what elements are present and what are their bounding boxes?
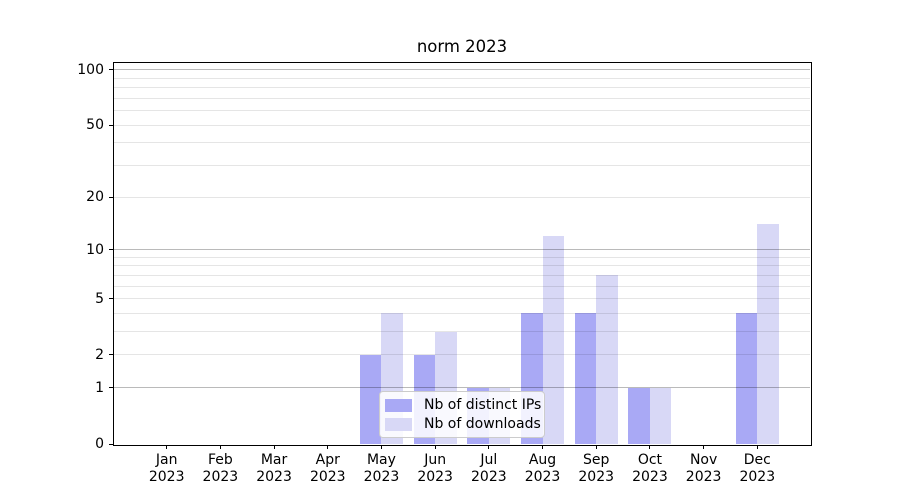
y-grid-minor — [114, 256, 810, 258]
bar-distinct-ips — [359, 354, 382, 444]
x-tick-label: Mar 2023 — [256, 452, 292, 485]
y-tick-label: 5 — [95, 290, 104, 307]
x-tick-label: Jul 2023 — [471, 452, 507, 485]
x-tick-label: Dec 2023 — [739, 452, 776, 485]
x-tick-mark — [273, 445, 275, 449]
x-tick-mark — [488, 445, 490, 449]
y-tick-mark — [109, 354, 113, 356]
x-tick-mark — [756, 445, 758, 449]
y-tick-label: 100 — [77, 61, 104, 78]
bar-distinct-ips — [574, 313, 597, 444]
plot-area — [113, 62, 812, 446]
x-tick-label: Aug 2023 — [524, 452, 561, 485]
y-grid-minor — [114, 110, 810, 112]
bar-downloads — [542, 235, 564, 444]
y-grid-minor — [114, 97, 810, 99]
x-tick-mark — [434, 445, 436, 449]
legend-swatch-downloads — [385, 417, 412, 431]
y-grid-minor — [114, 124, 810, 126]
y-grid-minor — [114, 354, 810, 356]
legend-item: Nb of downloads — [385, 417, 544, 431]
x-tick-label: Feb 2023 — [202, 452, 239, 485]
x-tick-label: Apr 2023 — [309, 452, 346, 485]
bar-distinct-ips — [628, 387, 650, 444]
y-grid-minor — [114, 265, 810, 267]
bar-distinct-ips — [735, 313, 758, 444]
x-tick-label: Sep 2023 — [578, 452, 615, 485]
y-grid-minor — [114, 298, 810, 300]
x-tick-label: Nov 2023 — [685, 452, 722, 485]
y-grid-minor — [114, 87, 810, 89]
y-grid-minor — [114, 274, 810, 276]
legend: Nb of distinct IPs Nb of downloads — [379, 391, 545, 438]
chart-title: norm 2023 — [416, 37, 508, 56]
y-grid-major — [114, 249, 810, 250]
y-grid-minor — [114, 196, 810, 198]
y-grid-minor — [114, 285, 810, 287]
y-grid-major — [114, 387, 810, 389]
y-tick-mark — [109, 196, 113, 198]
y-grid-minor — [114, 142, 810, 144]
y-grid-minor — [114, 312, 810, 314]
y-tick-mark — [109, 298, 113, 300]
y-grid-minor — [114, 331, 810, 333]
y-tick-mark — [109, 69, 113, 71]
x-tick-mark — [166, 445, 168, 449]
y-tick-label: 0 — [95, 436, 104, 452]
x-tick-mark — [380, 445, 382, 449]
x-tick-label: Jan 2023 — [148, 452, 185, 485]
x-tick-label: Jun 2023 — [417, 452, 453, 485]
x-tick-mark — [649, 445, 651, 449]
y-tick-label: 1 — [95, 379, 104, 396]
legend-swatch-distinct-ips — [385, 398, 412, 412]
y-tick-mark — [109, 124, 113, 126]
y-tick-mark — [109, 249, 113, 250]
x-tick-label: Oct 2023 — [632, 452, 668, 485]
x-tick-mark — [327, 445, 329, 449]
y-tick-label: 50 — [86, 117, 104, 134]
y-grid-major — [114, 69, 810, 71]
y-grid-minor — [114, 77, 810, 79]
x-tick-mark — [703, 445, 705, 449]
y-tick-label: 20 — [86, 189, 104, 206]
y-tick-mark — [109, 387, 113, 389]
bar-downloads — [757, 224, 779, 444]
x-tick-mark — [595, 445, 597, 449]
y-grid-minor — [114, 164, 810, 166]
legend-label: Nb of distinct IPs — [424, 397, 542, 413]
bar-downloads — [596, 275, 618, 444]
legend-item: Nb of distinct IPs — [385, 398, 544, 412]
y-tick-mark — [109, 443, 113, 445]
y-tick-label: 2 — [95, 346, 104, 363]
bar-downloads — [649, 387, 672, 444]
x-tick-mark — [219, 445, 221, 449]
y-tick-label: 10 — [86, 241, 104, 258]
legend-label: Nb of downloads — [424, 416, 541, 432]
x-tick-label: May 2023 — [363, 452, 400, 485]
x-tick-mark — [542, 445, 544, 449]
